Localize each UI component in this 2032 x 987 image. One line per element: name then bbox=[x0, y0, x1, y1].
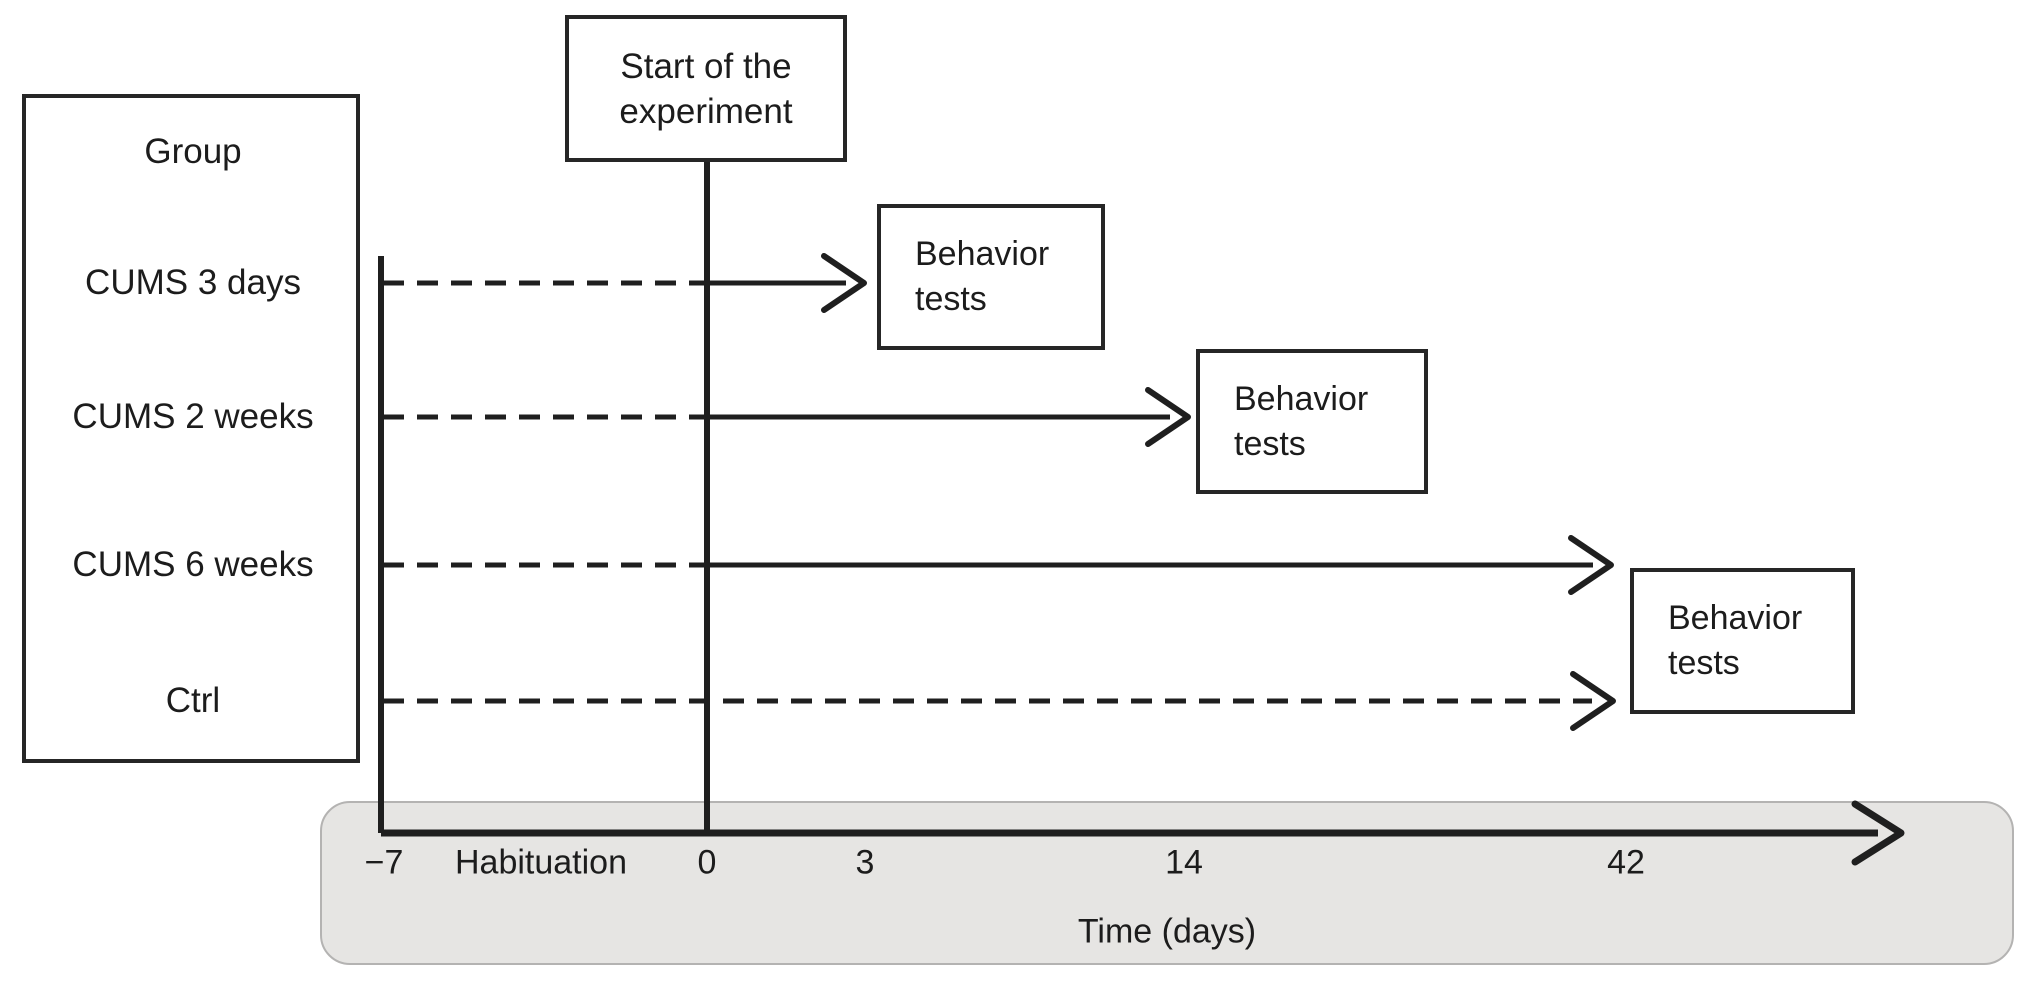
behavior-tests-box-day3: Behavior tests bbox=[877, 204, 1105, 350]
time-axis-caption: Time (days) bbox=[1077, 912, 1257, 951]
behavior-tests-box-day14: Behavior tests bbox=[1196, 349, 1428, 494]
tick-label-habituation: Habituation bbox=[454, 843, 628, 882]
behavior-box-line1: Behavior bbox=[915, 235, 1050, 273]
group-item-cums-6-weeks: CUMS 6 weeks bbox=[72, 544, 314, 584]
group-box-title: Group bbox=[144, 131, 242, 171]
behavior-tests-box-day42: Behavior tests bbox=[1630, 568, 1855, 714]
tick-label-minus7: −7 bbox=[364, 843, 404, 882]
start-of-experiment-box: Start of the experiment bbox=[565, 15, 847, 162]
behavior-box-line2: tests bbox=[1234, 424, 1306, 463]
behavior-box-line2: tests bbox=[915, 280, 987, 318]
tick-label-3: 3 bbox=[855, 843, 875, 882]
behavior-box-line1: Behavior bbox=[1668, 599, 1803, 637]
behavior-box-line1: Behavior bbox=[1234, 379, 1369, 418]
group-item-cums-3-days: CUMS 3 days bbox=[85, 262, 301, 302]
start-box-line2: experiment bbox=[619, 91, 793, 131]
group-item-ctrl: Ctrl bbox=[165, 680, 221, 720]
behavior-box-line2: tests bbox=[1668, 644, 1740, 682]
tick-label-0: 0 bbox=[697, 843, 717, 882]
timeline-axis-arrowhead-icon bbox=[1851, 800, 1905, 866]
cums-2-weeks-arrowhead-icon bbox=[1145, 387, 1191, 447]
cums-6-weeks-arrowhead-icon bbox=[1568, 535, 1614, 595]
group-item-cums-2-weeks: CUMS 2 weeks bbox=[72, 396, 314, 436]
timeline-panel bbox=[320, 801, 2014, 965]
cums-3-days-arrowhead-icon bbox=[821, 253, 867, 313]
group-legend-box bbox=[22, 94, 360, 763]
start-box-line1: Start of the bbox=[620, 46, 792, 86]
tick-label-14: 14 bbox=[1165, 843, 1203, 882]
tick-label-42: 42 bbox=[1607, 843, 1645, 882]
ctrl-arrowhead-icon bbox=[1570, 671, 1616, 731]
